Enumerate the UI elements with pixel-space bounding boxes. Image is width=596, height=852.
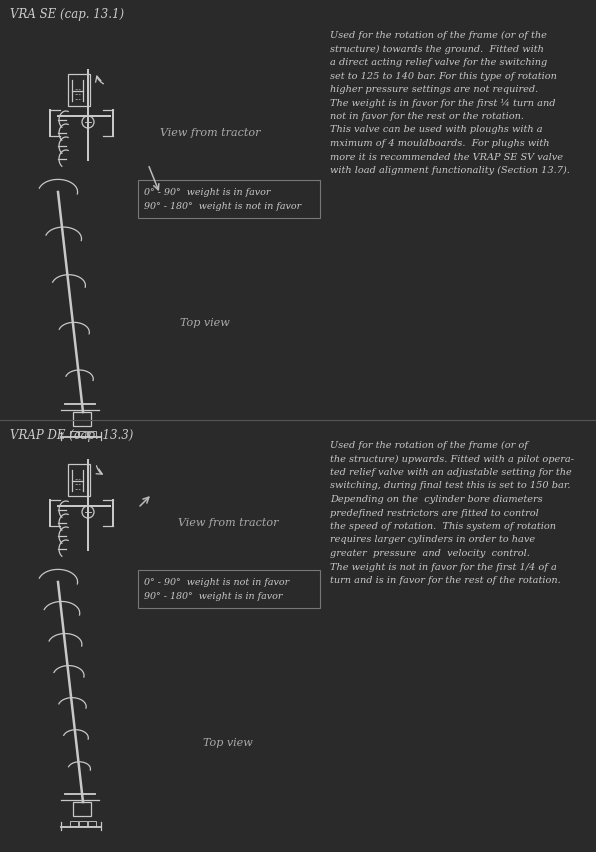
Text: 90° - 180°  weight is not in favor: 90° - 180° weight is not in favor (144, 202, 301, 210)
Text: predefined restrictors are fitted to control: predefined restrictors are fitted to con… (330, 508, 539, 517)
Text: The weight is in favor for the first ¼ turn and: The weight is in favor for the first ¼ t… (330, 98, 555, 107)
Text: the speed of rotation.  This system of rotation: the speed of rotation. This system of ro… (330, 521, 556, 531)
Text: This valve can be used with ploughs with a: This valve can be used with ploughs with… (330, 125, 542, 135)
Bar (79, 821, 87, 826)
Text: more it is recommended the VRAP SE SV valve: more it is recommended the VRAP SE SV va… (330, 153, 563, 161)
Text: not in favor for the rest or the rotation.: not in favor for the rest or the rotatio… (330, 112, 524, 121)
Text: VRAP DE (cap. 13.3): VRAP DE (cap. 13.3) (10, 429, 134, 441)
Text: 0° - 90°  weight is in favor: 0° - 90° weight is in favor (144, 187, 271, 197)
Bar (88, 821, 96, 826)
Text: requires larger cylinders in order to have: requires larger cylinders in order to ha… (330, 535, 535, 544)
Text: Top view: Top view (203, 737, 253, 747)
Text: VRA SE (cap. 13.1): VRA SE (cap. 13.1) (10, 8, 124, 21)
Bar (138, 570, 320, 608)
Text: a direct acting relief valve for the switching: a direct acting relief valve for the swi… (330, 58, 547, 67)
Text: higher pressure settings are not required.: higher pressure settings are not require… (330, 85, 538, 94)
Text: structure) towards the ground.  Fitted with: structure) towards the ground. Fitted wi… (330, 44, 544, 54)
Bar (138, 181, 320, 219)
Text: set to 125 to 140 bar. For this type of rotation: set to 125 to 140 bar. For this type of … (330, 72, 557, 80)
Bar (73, 412, 91, 427)
Bar (68, 464, 90, 497)
Text: 0° - 90°  weight is not in favor: 0° - 90° weight is not in favor (144, 578, 289, 586)
Bar (88, 431, 96, 436)
Text: Used for the rotation of the frame (or of: Used for the rotation of the frame (or o… (330, 440, 528, 450)
Text: with load alignment functionality (Section 13.7).: with load alignment functionality (Secti… (330, 166, 570, 175)
Text: View from tractor: View from tractor (160, 128, 260, 138)
Text: View from tractor: View from tractor (178, 517, 278, 527)
Bar (73, 802, 91, 816)
Text: ted relief valve with an adjustable setting for the: ted relief valve with an adjustable sett… (330, 468, 572, 476)
Text: the structure) upwards. Fitted with a pilot opera-: the structure) upwards. Fitted with a pi… (330, 454, 574, 463)
Bar (68, 75, 90, 106)
Bar (70, 821, 78, 826)
Text: Used for the rotation of the frame (or of the: Used for the rotation of the frame (or o… (330, 31, 547, 40)
Bar (70, 431, 78, 436)
Text: Top view: Top view (180, 318, 230, 328)
Text: 90° - 180°  weight is in favor: 90° - 180° weight is in favor (144, 591, 283, 601)
Text: switching, during final test this is set to 150 bar.: switching, during final test this is set… (330, 481, 570, 490)
Text: The weight is not in favor for the first 1/4 of a: The weight is not in favor for the first… (330, 561, 557, 571)
Text: mximum of 4 mouldboards.  For plughs with: mximum of 4 mouldboards. For plughs with (330, 139, 550, 148)
Bar (79, 431, 87, 436)
Text: Depending on the  cylinder bore diameters: Depending on the cylinder bore diameters (330, 494, 542, 504)
Text: turn and is in favor for the rest of the rotation.: turn and is in favor for the rest of the… (330, 575, 561, 584)
Text: greater  pressure  and  velocity  control.: greater pressure and velocity control. (330, 549, 530, 557)
